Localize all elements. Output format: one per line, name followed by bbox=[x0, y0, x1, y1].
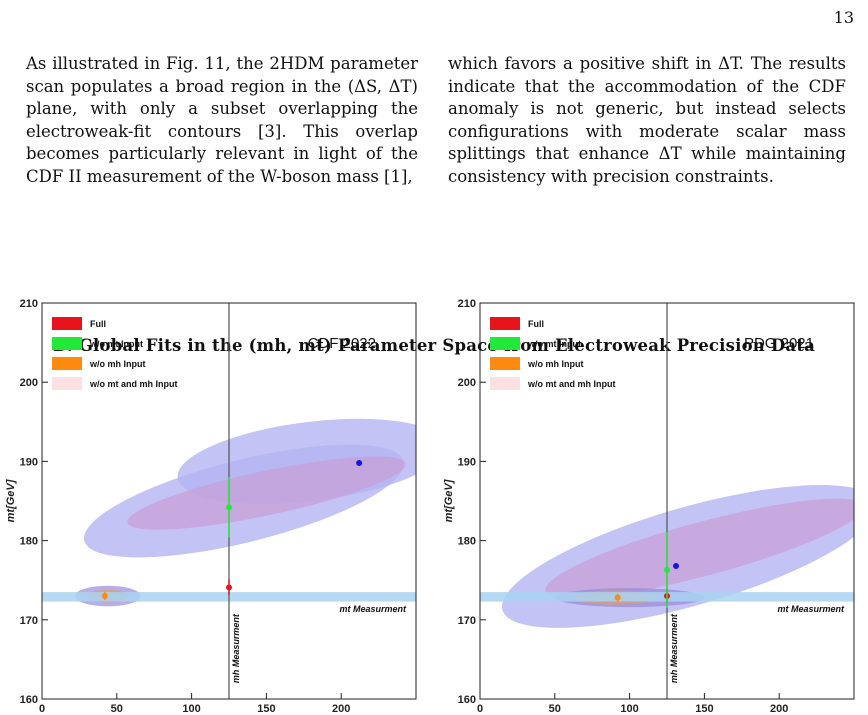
y-tick-label: 170 bbox=[458, 615, 476, 627]
plot-frame bbox=[41, 302, 417, 700]
y-tick-label: 180 bbox=[458, 536, 476, 548]
data-point bbox=[356, 459, 363, 466]
y-tick-label: 210 bbox=[20, 298, 38, 310]
legend-label: Full bbox=[528, 319, 544, 329]
data-point bbox=[101, 593, 108, 600]
x-tick-label: 200 bbox=[770, 703, 788, 715]
y-tick-label: 180 bbox=[20, 536, 38, 548]
page-number: 13 bbox=[833, 8, 854, 27]
data-point bbox=[664, 566, 670, 573]
legend-swatch bbox=[52, 357, 82, 370]
panel-title: CDF 2022 bbox=[308, 335, 376, 352]
data-point bbox=[614, 594, 621, 601]
chart-cdf-2022: 050100150200160170180190200210mh[GeV]mt[… bbox=[5, 298, 417, 715]
mt-measurement-label: mt Measurment bbox=[777, 604, 845, 614]
panel-title: PDG 2021 bbox=[744, 335, 814, 352]
legend-label: Full bbox=[90, 319, 106, 329]
legend-swatch bbox=[490, 317, 520, 330]
legend-swatch bbox=[490, 337, 520, 350]
y-tick-label: 210 bbox=[458, 298, 476, 310]
chart-pdg-2021: 050100150200160170180190200210mh[GeV]mt[… bbox=[443, 298, 855, 715]
fit-contour-inner bbox=[545, 498, 854, 599]
x-tick-label: 0 bbox=[477, 703, 483, 715]
y-tick-label: 200 bbox=[458, 377, 476, 389]
x-tick-label: 50 bbox=[549, 703, 561, 715]
y-tick-label: 170 bbox=[20, 615, 38, 627]
legend-label: w/o mt and mh Input bbox=[527, 379, 616, 389]
y-tick-label: 200 bbox=[20, 377, 38, 389]
y-tick-label: 190 bbox=[20, 456, 38, 468]
legend-label: w/o mh Input bbox=[527, 359, 584, 369]
x-tick-label: 200 bbox=[332, 703, 350, 715]
mh-measurement-label: mh Measurment bbox=[669, 613, 679, 683]
mt-measurement-label: mt Measurment bbox=[339, 604, 407, 614]
legend-swatch bbox=[52, 377, 82, 390]
plot-area bbox=[480, 303, 854, 699]
y-tick-label: 160 bbox=[20, 694, 38, 706]
y-tick-label: 190 bbox=[458, 456, 476, 468]
y-axis-label: mt[GeV] bbox=[5, 479, 17, 522]
plot-area bbox=[42, 303, 416, 699]
y-tick-label: 160 bbox=[458, 694, 476, 706]
legend-swatch bbox=[52, 337, 82, 350]
legend-label: w/o mt Input bbox=[89, 339, 143, 349]
legend-label: w/o mh Input bbox=[89, 359, 146, 369]
legend-swatch bbox=[52, 317, 82, 330]
data-point bbox=[226, 584, 232, 591]
data-point bbox=[672, 562, 679, 569]
x-tick-label: 150 bbox=[257, 703, 275, 715]
fit-contour-inner bbox=[127, 456, 406, 530]
mh-measurement-label: mh Measurment bbox=[231, 613, 241, 683]
x-tick-label: 100 bbox=[620, 703, 638, 715]
paragraph-left: As illustrated in Fig. 11, the 2HDM para… bbox=[26, 54, 418, 186]
paragraph-right: which favors a positive shift in ΔT. The… bbox=[448, 54, 846, 186]
x-tick-label: 100 bbox=[182, 703, 200, 715]
legend-label: w/o mt Input bbox=[527, 339, 581, 349]
x-tick-label: 0 bbox=[39, 703, 45, 715]
legend-swatch bbox=[490, 377, 520, 390]
x-tick-label: 150 bbox=[695, 703, 713, 715]
legend-label: w/o mt and mh Input bbox=[89, 379, 178, 389]
y-axis-label: mt[GeV] bbox=[443, 479, 455, 522]
x-tick-label: 50 bbox=[111, 703, 123, 715]
legend-swatch bbox=[490, 357, 520, 370]
section-heading: D. Global Fits in the (mh, mt) Parameter… bbox=[52, 336, 816, 355]
plot-frame bbox=[479, 302, 855, 700]
data-point bbox=[226, 504, 232, 511]
